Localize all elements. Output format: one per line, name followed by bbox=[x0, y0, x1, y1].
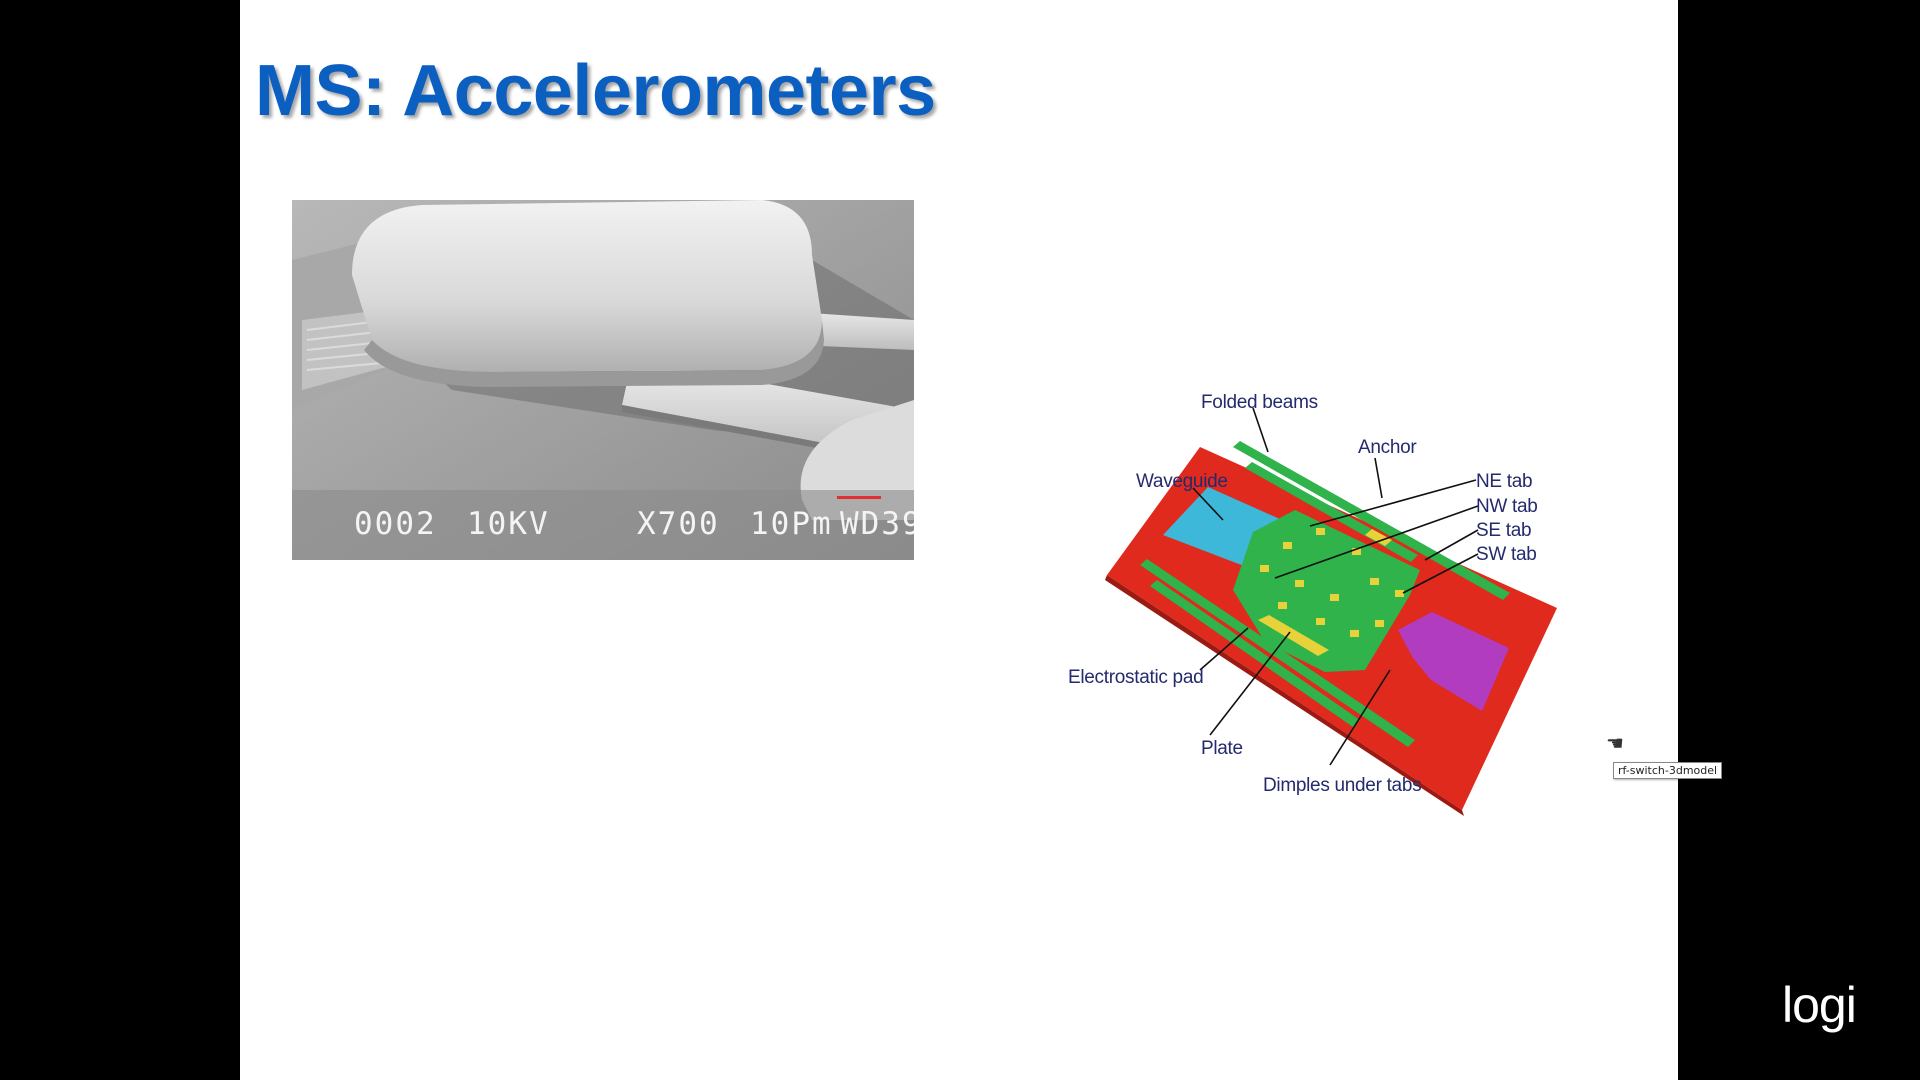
sem-scale: 10Pm bbox=[750, 506, 833, 542]
rf-switch-drawing bbox=[1105, 407, 1557, 816]
rf-switch-3d-model: Folded beams Anchor Waveguide NE tab NW … bbox=[1020, 380, 1723, 820]
label-ne-tab: NE tab bbox=[1476, 471, 1533, 492]
label-electrostatic-pad: Electrostatic pad bbox=[1068, 667, 1204, 688]
slide-title: MS: Accelerometers bbox=[255, 51, 936, 131]
sem-micrograph-drawing bbox=[292, 200, 914, 560]
sem-micrograph-image: 0002 10KV X700 10Pm WD39 bbox=[292, 200, 914, 560]
label-anchor: Anchor bbox=[1358, 437, 1417, 458]
logitech-logo: logi bbox=[1782, 977, 1857, 1033]
sem-working-distance: WD39 bbox=[840, 506, 914, 542]
sem-voltage: 10KV bbox=[467, 506, 550, 542]
label-plate: Plate bbox=[1201, 738, 1243, 759]
scale-bar bbox=[837, 496, 881, 499]
label-folded-beams: Folded beams bbox=[1201, 392, 1318, 413]
electrostatic-pad-shape bbox=[1398, 612, 1509, 711]
image-tooltip: rf-switch-3dmodel bbox=[1613, 762, 1723, 779]
label-waveguide: Waveguide bbox=[1136, 471, 1228, 492]
dimples bbox=[1260, 528, 1404, 637]
sem-image-number: 0002 bbox=[354, 506, 437, 542]
sem-caption: 0002 10KV X700 10Pm WD39 bbox=[292, 500, 914, 546]
sem-magnification: X700 bbox=[637, 506, 720, 542]
presentation-slide: MS: Accelerometers bbox=[240, 0, 1723, 1080]
label-se-tab: SE tab bbox=[1476, 520, 1532, 541]
label-sw-tab: SW tab bbox=[1476, 544, 1537, 565]
label-nw-tab: NW tab bbox=[1476, 496, 1538, 517]
label-dimples-under-tabs: Dimples under tabs bbox=[1263, 775, 1422, 796]
hand-pointer-icon: ☚ bbox=[1606, 733, 1624, 755]
